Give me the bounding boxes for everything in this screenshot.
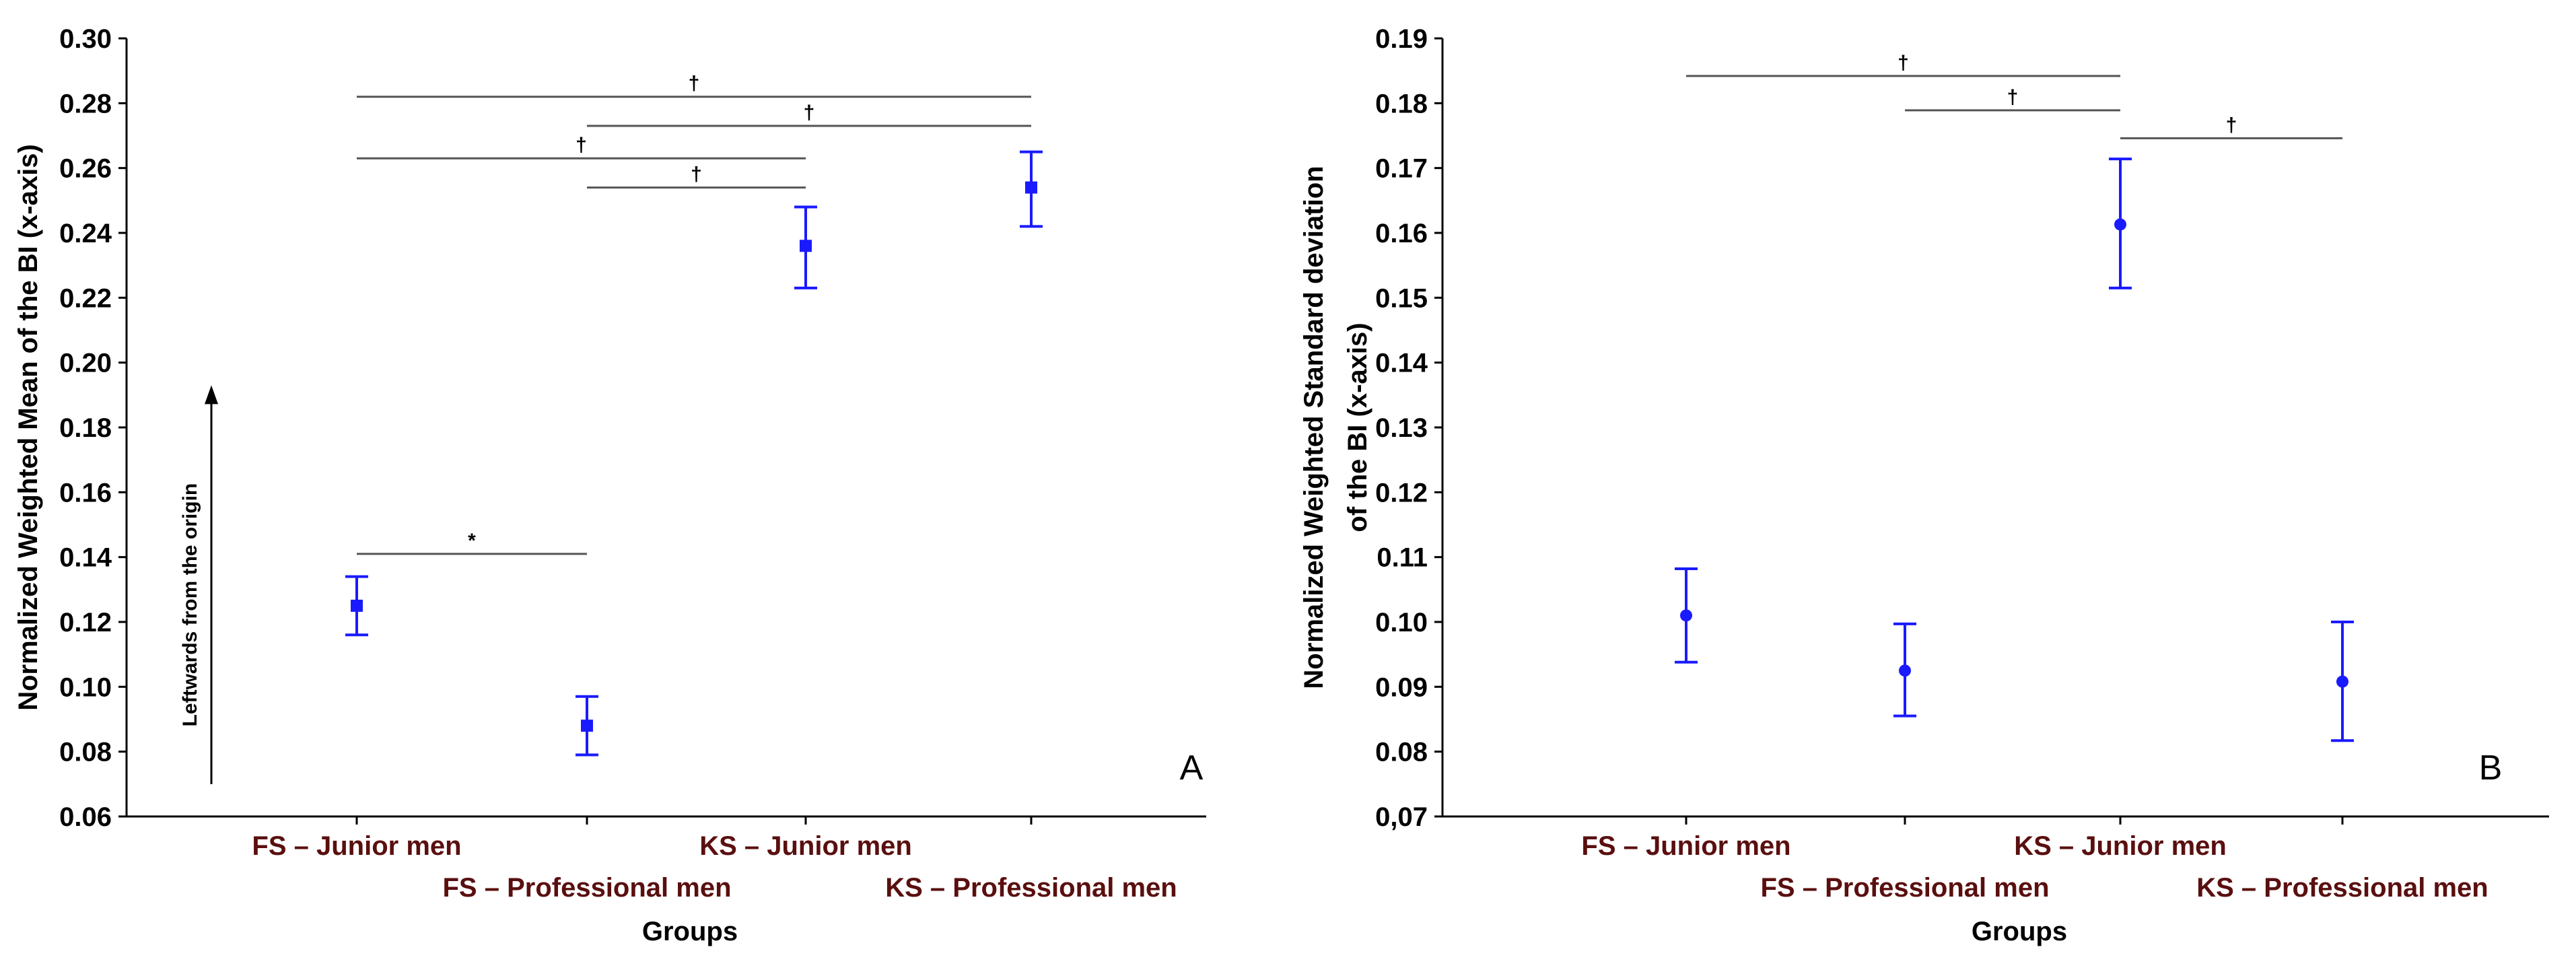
x-axis-title-a: Groups [642,917,738,946]
direction-arrow-head [205,385,218,405]
y-tick-label-b: 0.10 [1375,608,1428,637]
y-tick-label-b: 0.11 [1377,543,1428,573]
y-tick-label-a: 0.14 [59,543,112,573]
y-tick-label-a: 0.30 [59,24,112,54]
y-tick-label-b: 0.12 [1375,478,1428,508]
significance-symbol-a: † [691,164,702,186]
y-tick-label-b: 0.08 [1375,738,1428,767]
y-tick-label-b: 0.17 [1375,154,1428,184]
y-axis-title-b: of the BI (x-axis) [1343,322,1372,532]
data-point-b [1680,609,1692,622]
y-tick-label-a: 0.24 [59,219,112,248]
panel-label-b: B [2479,748,2503,788]
category-label-a: FS – Professional men [442,873,731,903]
significance-symbol-b: † [1898,52,1909,74]
category-label-a: KS – Junior men [699,831,912,861]
y-tick-label-a: 0.06 [59,802,112,832]
category-label-b: KS – Junior men [2014,831,2227,861]
y-tick-label-b: 0.15 [1375,283,1428,313]
y-tick-label-a: 0.12 [59,608,112,637]
y-tick-label-b: 0.14 [1375,349,1428,378]
y-tick-label-a: 0.22 [59,283,112,313]
y-tick-label-a: 0.16 [59,478,112,508]
x-axis-title-b: Groups [1972,917,2067,946]
significance-symbol-b: † [2226,114,2237,136]
y-tick-label-b: 0.16 [1375,219,1428,248]
significance-symbol-b: † [2007,86,2019,108]
data-point-a [1025,181,1037,194]
y-tick-label-a: 0.10 [59,672,112,702]
y-axis-title-a: Normalized Weighted Mean of the BI (x-ax… [13,144,43,711]
data-point-b [2336,675,2348,688]
category-label-b: FS – Junior men [1581,831,1790,861]
data-point-b [2114,218,2126,231]
y-tick-label-b: 0.18 [1375,89,1428,118]
y-tick-label-a: 0.08 [59,738,112,767]
significance-symbol-a: † [689,73,700,95]
y-tick-label-b: 0.09 [1375,672,1428,702]
y-tick-label-b: 0.19 [1375,24,1428,54]
y-tick-label-b: 0,07 [1375,802,1428,832]
panel-label-a: A [1180,748,1204,788]
category-label-a: FS – Junior men [252,831,461,861]
chart-panel-a: 0.06 0.08 0.10 0.12 0.14 0.16 0.18 0.20 0.22 0.24… [13,24,1206,946]
category-label-a: KS – Professional men [885,873,1177,903]
y-axis-title-b: Normalized Weighted Standard deviation [1299,166,1329,689]
data-point-a [800,240,812,252]
category-label-b: FS – Professional men [1760,873,2049,903]
significance-symbol-a: * [468,530,476,552]
y-tick-label-a: 0.18 [59,413,112,443]
chart-panel-b: 0,07 0.08 0.09 0.10 0.11 0.12 0.13 0.14 0.15 0.16… [1299,24,2549,946]
data-point-a [351,599,363,612]
significance-symbol-a: † [804,102,815,124]
y-tick-label-b: 0.13 [1375,413,1428,443]
data-point-b [1899,664,1911,677]
y-tick-label-a: 0.26 [59,154,112,184]
y-tick-label-a: 0.28 [59,89,112,118]
category-label-b: KS – Professional men [2196,873,2488,903]
y-tick-label-a: 0.20 [59,349,112,378]
data-point-a [581,720,593,732]
significance-symbol-a: † [576,134,587,156]
direction-arrow-label: Leftwards from the origin [179,483,201,727]
